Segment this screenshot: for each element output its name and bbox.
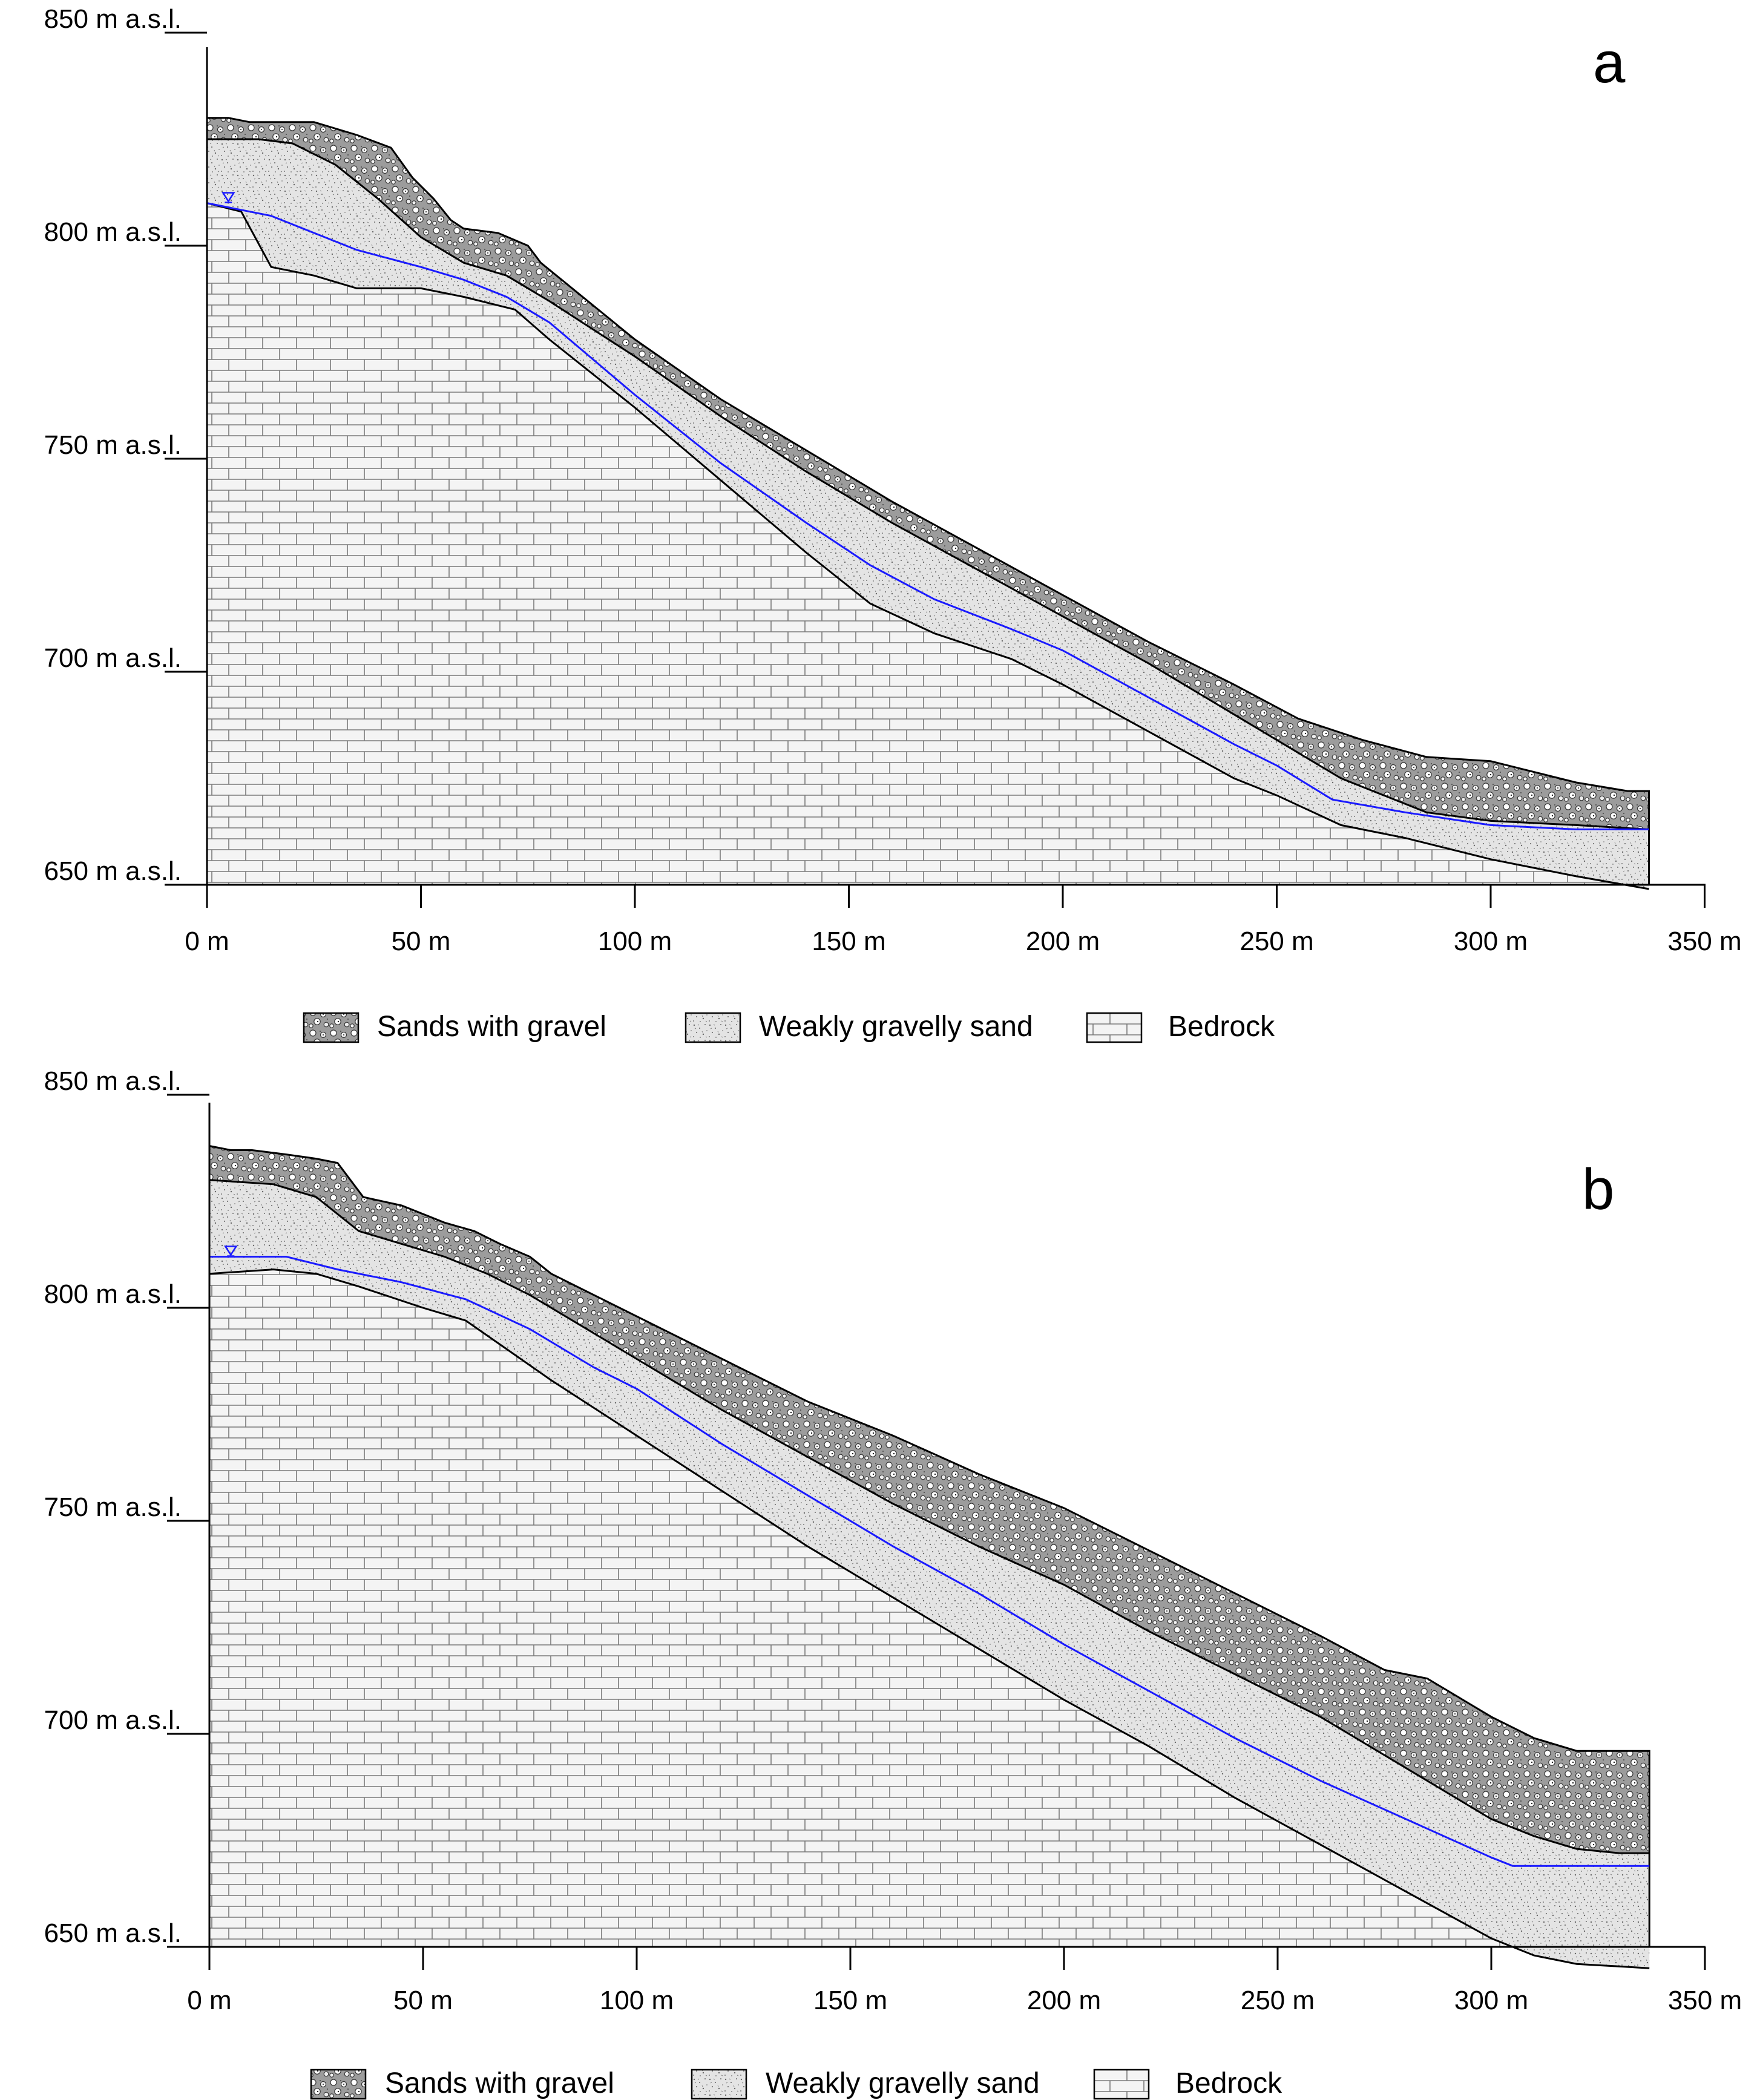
x-tick-label: 150 m: [813, 1986, 887, 2015]
legend-item-weakly-gravelly-sand: Weakly gravelly sand: [685, 1011, 1033, 1043]
legend-item-weakly-gravelly-sand: Weakly gravelly sand: [691, 2067, 1040, 2100]
x-tick-label: 350 m: [1667, 927, 1741, 956]
gravel-base-line: [207, 138, 1649, 830]
x-tick-label: 150 m: [812, 927, 885, 956]
y-tick-label: 850 m a.s.l.: [44, 1066, 182, 1096]
y-axis-ticks: 650 m a.s.l. 700 m a.s.l. 750 m a.s.l. 800 …: [44, 4, 207, 886]
cross-section-panel-a: 650 m a.s.l. 700 m a.s.l. 750 m a.s.l. 800 …: [44, 4, 1742, 956]
legend-item-sands-with-gravel: Sands with gravel: [310, 2067, 614, 2100]
legend-a: Sands with gravel Weakly gravelly sand B…: [303, 1011, 1275, 1043]
x-tick-label: 100 m: [598, 927, 672, 956]
x-tick-label: 200 m: [1027, 1986, 1101, 2015]
y-tick-label: 750 m a.s.l.: [44, 430, 182, 460]
cross-section-panel-b: 650 m a.s.l. 700 m a.s.l. 750 m a.s.l. 800 …: [44, 1066, 1742, 2015]
legend-label-bedrock: Bedrock: [1168, 1011, 1275, 1043]
axes: 650 m a.s.l. 700 m a.s.l. 750 m a.s.l. 800 …: [44, 4, 1742, 956]
x-tick-label: 100 m: [600, 1986, 674, 2015]
sands-with-gravel-layer: [209, 1146, 1650, 1854]
sands-with-gravel-swatch: [303, 1012, 360, 1043]
y-tick-label: 650 m a.s.l.: [44, 856, 182, 886]
x-axis-ticks: 0 m 50 m 100 m 150 m 200 m 250 m 300 m 350 m: [185, 885, 1742, 956]
ground-surface-line: [209, 1145, 1650, 1947]
x-tick-label: 0 m: [187, 1986, 231, 2015]
x-tick-label: 350 m: [1668, 1986, 1742, 2015]
x-tick-label: 50 m: [392, 927, 451, 956]
bedrock-layer: [207, 203, 1649, 890]
x-tick-label: 300 m: [1454, 927, 1528, 956]
y-tick-label: 850 m a.s.l.: [44, 4, 182, 34]
legend-label-weakly-gravelly-sand: Weakly gravelly sand: [759, 1011, 1033, 1043]
panel-label-a: a: [1593, 30, 1626, 95]
legend-b: Sands with gravel Weakly gravelly sand B…: [310, 2067, 1282, 2100]
y-tick-label: 800 m a.s.l.: [44, 1279, 182, 1309]
x-tick-label: 300 m: [1454, 1986, 1528, 2015]
legend-item-sands-with-gravel: Sands with gravel: [303, 1011, 606, 1043]
legend-item-bedrock: Bedrock: [1086, 1011, 1275, 1043]
water-table-marker-icon: [222, 192, 235, 203]
legend-item-bedrock: Bedrock: [1093, 2067, 1282, 2100]
x-tick-label: 250 m: [1241, 1986, 1315, 2015]
water-table-line: [206, 202, 1649, 830]
water-table-marker-icon: [224, 1245, 238, 1257]
x-tick-label: 200 m: [1026, 927, 1100, 956]
legend-label-bedrock: Bedrock: [1175, 2067, 1282, 2099]
y-tick-label: 650 m a.s.l.: [44, 1918, 182, 1948]
y-tick-label: 700 m a.s.l.: [44, 643, 182, 673]
weakly-gravelly-sand-layer: [209, 1180, 1650, 1969]
legend-label-sands-with-gravel: Sands with gravel: [385, 2067, 614, 2099]
weakly-gravelly-sand-swatch: [685, 1012, 741, 1043]
y-axis-ticks: 650 m a.s.l. 700 m a.s.l. 750 m a.s.l. 800 …: [44, 1066, 209, 1948]
legend-label-weakly-gravelly-sand: Weakly gravelly sand: [766, 2067, 1040, 2099]
weakly-gravelly-sand-layer: [207, 139, 1649, 889]
panel-label-b: b: [1582, 1157, 1614, 1222]
x-axis-ticks: 0 m 50 m 100 m 150 m 200 m 250 m 300 m 350 m: [187, 1947, 1742, 2015]
gravel-base-line: [209, 1179, 1650, 1854]
y-tick-label: 750 m a.s.l.: [44, 1492, 182, 1522]
layer-fills: [209, 1146, 1650, 1969]
ground-surface-line: [207, 117, 1650, 885]
x-tick-label: 50 m: [393, 1986, 453, 2015]
water-table-line: [209, 1256, 1650, 1867]
layer-fills: [207, 117, 1649, 890]
bedrock-top-line: [209, 1268, 1650, 1969]
axes: 650 m a.s.l. 700 m a.s.l. 750 m a.s.l. 800 …: [44, 1066, 1742, 2015]
bedrock-top-line: [206, 202, 1649, 890]
x-tick-label: 250 m: [1240, 927, 1313, 956]
layer-boundaries: [209, 1145, 1650, 1969]
y-tick-label: 700 m a.s.l.: [44, 1705, 182, 1735]
bedrock-layer: [209, 1269, 1650, 1969]
layer-boundaries: [206, 117, 1650, 890]
legend-label-sands-with-gravel: Sands with gravel: [377, 1011, 606, 1043]
y-tick-label: 800 m a.s.l.: [44, 217, 182, 247]
bedrock-swatch: [1093, 2069, 1150, 2100]
weakly-gravelly-sand-swatch: [691, 2069, 747, 2100]
sands-with-gravel-swatch: [310, 2069, 367, 2100]
x-tick-label: 0 m: [185, 927, 229, 956]
sands-with-gravel-layer: [207, 117, 1649, 830]
bedrock-swatch: [1086, 1012, 1143, 1043]
